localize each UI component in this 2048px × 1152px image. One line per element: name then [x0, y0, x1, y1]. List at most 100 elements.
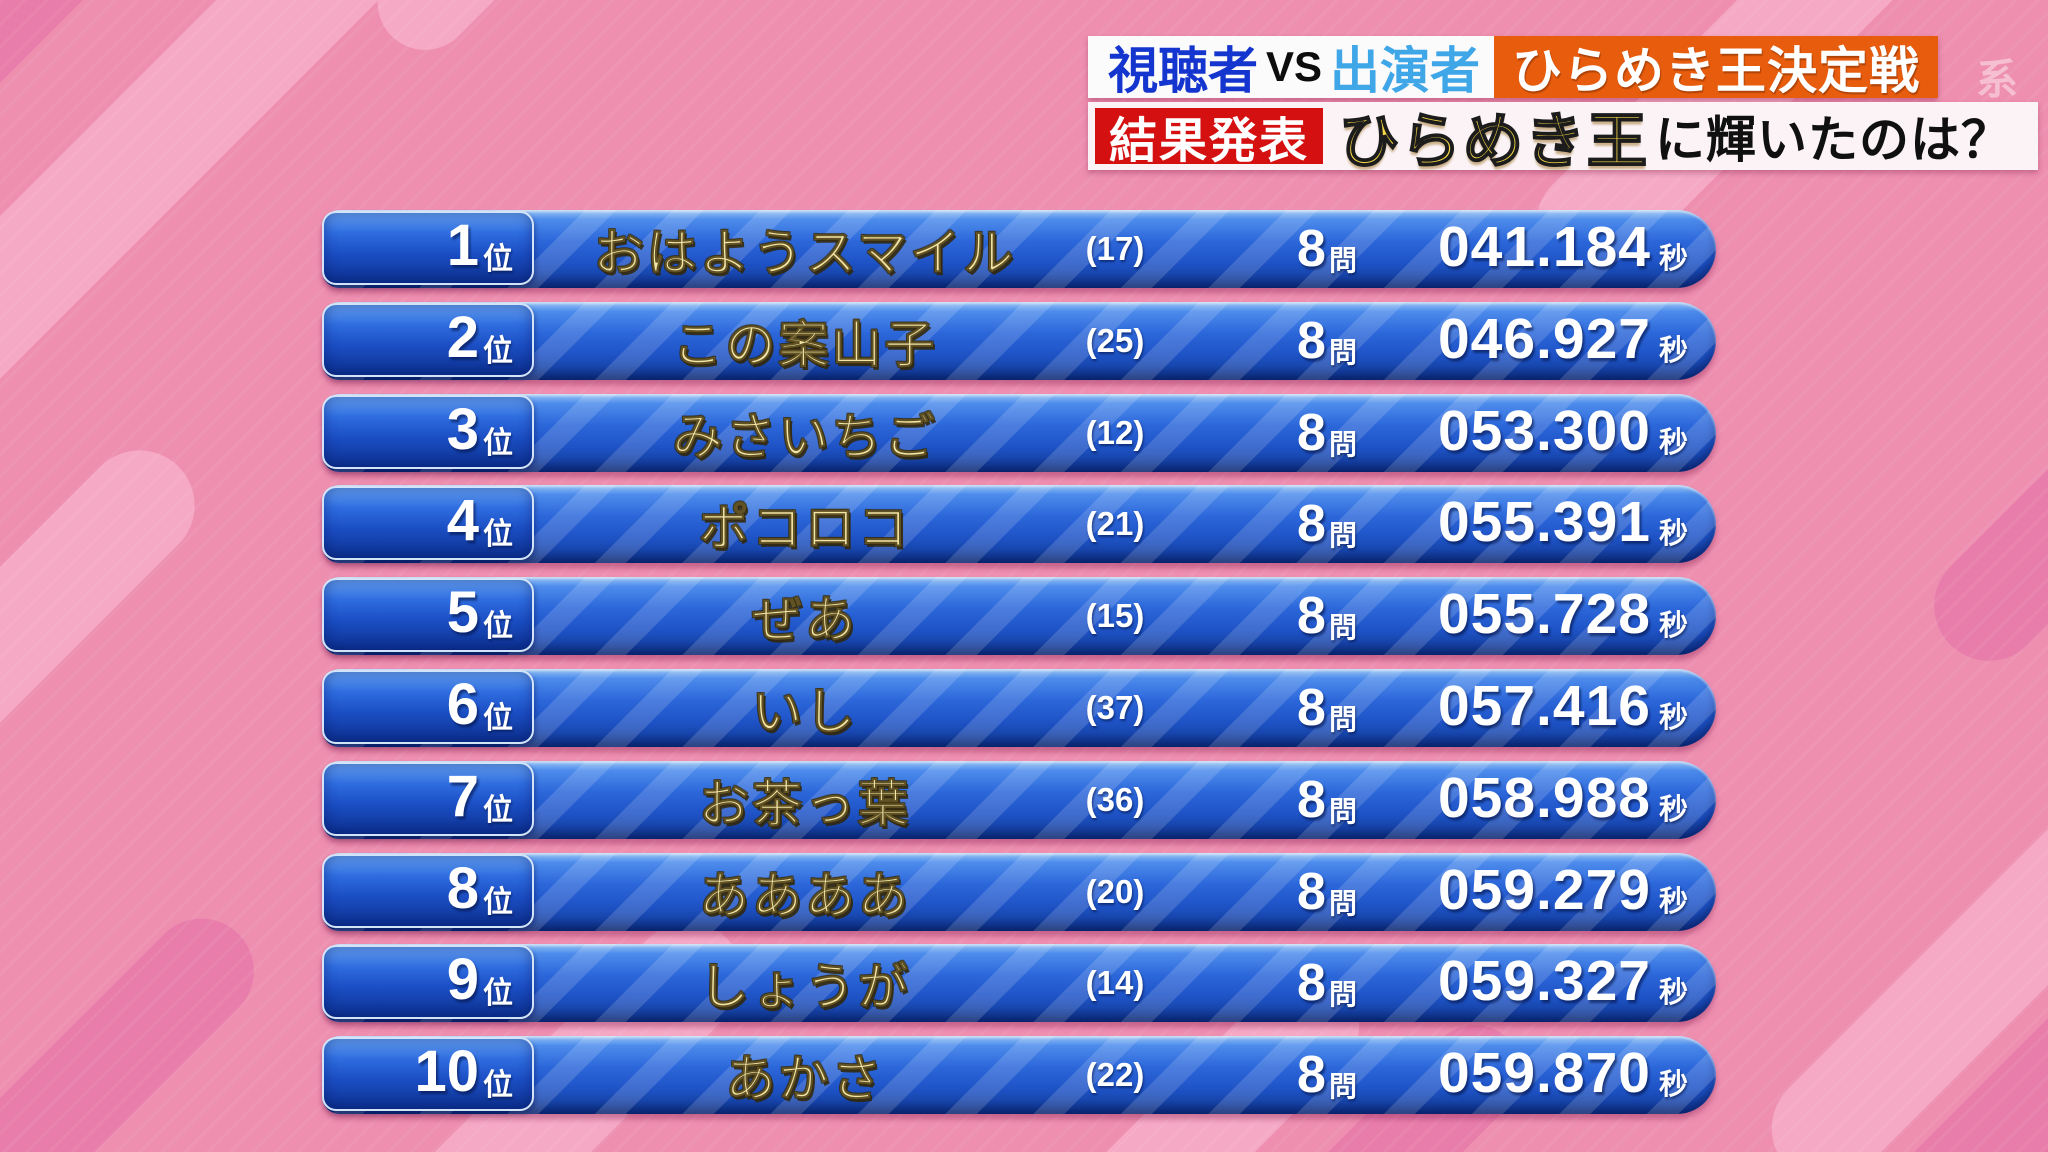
time-number: 055.391	[1437, 490, 1651, 554]
time-suffix: 秒	[1658, 610, 1688, 643]
rank-badge: 10 位	[322, 1037, 534, 1111]
time-value: 059.327 秒	[1438, 944, 1688, 1022]
network-watermark: 系	[1976, 56, 2019, 103]
questions-suffix: 問	[1328, 887, 1357, 919]
questions-answered: 8 問	[1227, 577, 1427, 655]
player-name: しょうが	[699, 959, 911, 1016]
rank-suffix: 位	[483, 242, 513, 276]
questions-answered: 8 問	[1227, 853, 1427, 931]
time-number: 059.870	[1437, 1041, 1651, 1105]
time-value: 059.279 秒	[1438, 853, 1688, 931]
rank-badge: 9 位	[322, 945, 534, 1019]
rank-suffix: 位	[483, 609, 513, 643]
questions-answered: 8 問	[1227, 1036, 1427, 1114]
player-name: みさいちご	[672, 409, 938, 466]
time-number: 059.279	[1437, 858, 1651, 922]
ranking-row: この案山子 (25) 8 問 046.927 秒 2 位	[322, 302, 1716, 380]
entry-count: (20)	[1085, 873, 1145, 910]
questions-answered: 8 問	[1227, 669, 1427, 747]
questions-number: 8	[1297, 1046, 1326, 1104]
time-suffix: 秒	[1658, 886, 1688, 919]
time-value: 041.184 秒	[1438, 210, 1688, 288]
entry-count: (36)	[1085, 781, 1145, 818]
rank-suffix: 位	[483, 885, 513, 919]
player-name: あかさ	[725, 1051, 885, 1108]
questions-number: 8	[1297, 220, 1326, 278]
time-value: 058.988 秒	[1438, 761, 1688, 839]
time-suffix: 秒	[1658, 427, 1688, 460]
time-suffix: 秒	[1658, 702, 1688, 735]
rank-number: 9	[446, 947, 479, 1012]
rank-badge: 3 位	[322, 395, 534, 469]
questions-suffix: 問	[1328, 703, 1357, 735]
rank-suffix: 位	[483, 976, 513, 1010]
rank-badge: 4 位	[322, 486, 534, 560]
questions-suffix: 問	[1328, 978, 1357, 1010]
player-name: ぜあ	[752, 592, 858, 649]
entry-count: (17)	[1085, 230, 1145, 267]
player-name: この案山子	[672, 317, 938, 374]
rank-number: 10	[414, 1039, 479, 1104]
time-value: 055.391 秒	[1438, 485, 1688, 563]
rank-badge: 7 位	[322, 762, 534, 836]
rank-number: 4	[446, 488, 479, 553]
ranking-row: ぜあ (15) 8 問 055.728 秒 5 位	[322, 577, 1716, 655]
rank-number: 7	[446, 764, 479, 829]
time-value: 053.300 秒	[1438, 394, 1688, 472]
results-label-box: 結果発表	[1095, 108, 1324, 168]
rank-number: 2	[446, 305, 479, 370]
player-name: ポコロコ	[699, 500, 911, 557]
time-suffix: 秒	[1658, 335, 1688, 368]
questions-answered: 8 問	[1227, 485, 1427, 563]
time-suffix: 秒	[1658, 518, 1688, 551]
questions-number: 8	[1297, 679, 1326, 737]
entry-count: (14)	[1085, 964, 1145, 1001]
results-question-text: に輝いたのは？	[1655, 112, 2013, 168]
time-number: 057.416	[1437, 674, 1651, 738]
time-number: 059.327	[1437, 949, 1651, 1013]
entry-count: (21)	[1085, 505, 1145, 542]
player-name: お茶っ葉	[699, 776, 911, 833]
banner-title-box: ひらめき王決定戦	[1494, 36, 1939, 99]
rank-number: 5	[446, 580, 479, 645]
entry-count: (15)	[1085, 597, 1145, 634]
banner-results: 結果発表 ひらめき王 に輝いたのは？	[1088, 102, 2039, 176]
banner-performer-text: 出演者	[1330, 43, 1481, 99]
rank-number: 8	[446, 856, 479, 921]
questions-answered: 8 問	[1227, 394, 1427, 472]
ranking-row: ポコロコ (21) 8 問 055.391 秒 4 位	[322, 485, 1716, 563]
time-number: 058.988	[1437, 766, 1651, 830]
player-name: いし	[752, 684, 858, 741]
banner-vs-text: VS	[1266, 43, 1323, 90]
banner-versus-box: 視聴者 VS 出演者	[1088, 36, 1495, 99]
time-number: 055.728	[1437, 582, 1651, 646]
banner-top: 視聴者 VS 出演者 ひらめき王決定戦	[1088, 36, 1939, 99]
rank-number: 6	[446, 672, 479, 737]
rank-suffix: 位	[483, 334, 513, 368]
entry-count: (25)	[1085, 322, 1145, 359]
entry-count: (22)	[1085, 1056, 1145, 1093]
questions-answered: 8 問	[1227, 944, 1427, 1022]
questions-number: 8	[1297, 954, 1326, 1012]
questions-suffix: 問	[1328, 611, 1357, 643]
rank-badge: 6 位	[322, 670, 534, 744]
time-value: 046.927 秒	[1438, 302, 1688, 380]
time-suffix: 秒	[1658, 243, 1688, 276]
time-value: 057.416 秒	[1438, 669, 1688, 747]
rank-suffix: 位	[483, 701, 513, 735]
rank-suffix: 位	[483, 426, 513, 460]
ranking-row: おはようスマイル (17) 8 問 041.184 秒 1 位	[322, 210, 1716, 288]
questions-number: 8	[1297, 587, 1326, 645]
questions-number: 8	[1297, 495, 1326, 553]
ranking-row: あかさ (22) 8 問 059.870 秒 10 位	[322, 1036, 1716, 1114]
player-name: ああああ	[699, 868, 911, 925]
rank-badge: 8 位	[322, 854, 534, 928]
ranking-row: いし (37) 8 問 057.416 秒 6 位	[322, 669, 1716, 747]
rank-badge: 1 位	[322, 211, 534, 285]
time-value: 059.870 秒	[1438, 1036, 1688, 1114]
questions-suffix: 問	[1328, 428, 1357, 460]
questions-suffix: 問	[1328, 244, 1357, 276]
time-number: 046.927	[1437, 307, 1651, 371]
